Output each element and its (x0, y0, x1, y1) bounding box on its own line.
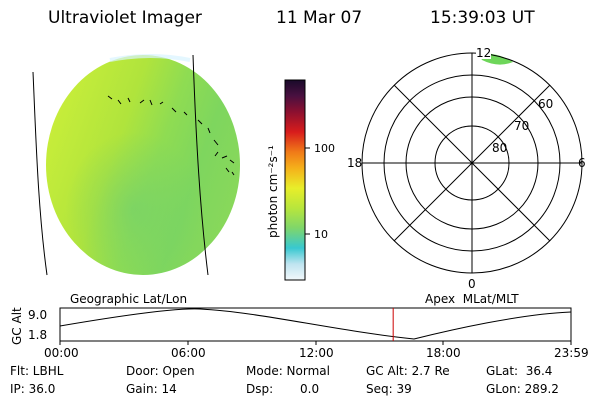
meridian-line-west (32, 71, 48, 276)
status-filter: Flt: LBHL (10, 364, 64, 378)
status-gain: Gain: 14 (126, 382, 177, 396)
status-glat: GLat: 36.4 (486, 364, 553, 378)
altitude-curve (59, 308, 572, 340)
mlt-label-12: 12 (476, 46, 492, 60)
polar-diagonal-2 (393, 84, 551, 242)
status-mode: Mode: Normal (246, 364, 330, 378)
mlat-label-70: 70 (514, 119, 530, 133)
mlt-label-6: 6 (578, 156, 586, 170)
instrument-title: Ultraviolet Imager (48, 8, 202, 28)
time-tick-label: 00:00 (44, 346, 79, 360)
observation-date: 11 Mar 07 (276, 8, 363, 28)
status-glon: GLon: 289.2 (486, 382, 559, 396)
time-tick-label: 18:00 (426, 346, 461, 360)
status-ip: IP: 36.0 (10, 382, 56, 396)
status-gc-alt: GC Alt: 2.7 Re (366, 364, 450, 378)
globe-limb (109, 54, 191, 62)
meridian-line-east (192, 54, 209, 276)
status-dsp-value: 0.0 (300, 382, 320, 396)
colorbar-scale (284, 79, 306, 281)
time-tick-label: 06:00 (171, 346, 206, 360)
mlat-label-60: 60 (538, 97, 554, 111)
mlt-label-0: 0 (468, 277, 476, 291)
status-dsp-label: Dsp: (246, 382, 274, 396)
globe-shading (46, 55, 240, 275)
status-door: Door: Open (126, 364, 195, 378)
globe-projection-label: Geographic Lat/Lon (70, 292, 188, 306)
altitude-tick-low: 1.8 (28, 328, 48, 342)
observation-time: 15:39:03 UT (430, 8, 535, 28)
mlt-label-18: 18 (347, 156, 363, 170)
status-seq: Seq: 39 (366, 382, 412, 396)
coastline-outline (107, 95, 235, 176)
time-tick-label: 23:59 (554, 346, 589, 360)
colorbar-label-100: 100 (314, 142, 335, 155)
polar-projection-label: Apex MLat/MLT (425, 292, 519, 306)
altitude-axis-label: GC Alt (10, 307, 24, 345)
mlat-label-80: 80 (492, 141, 508, 155)
altitude-tick-high: 9.0 (28, 308, 48, 322)
colorbar-label-10: 10 (314, 228, 328, 241)
time-tick-label: 12:00 (299, 346, 334, 360)
